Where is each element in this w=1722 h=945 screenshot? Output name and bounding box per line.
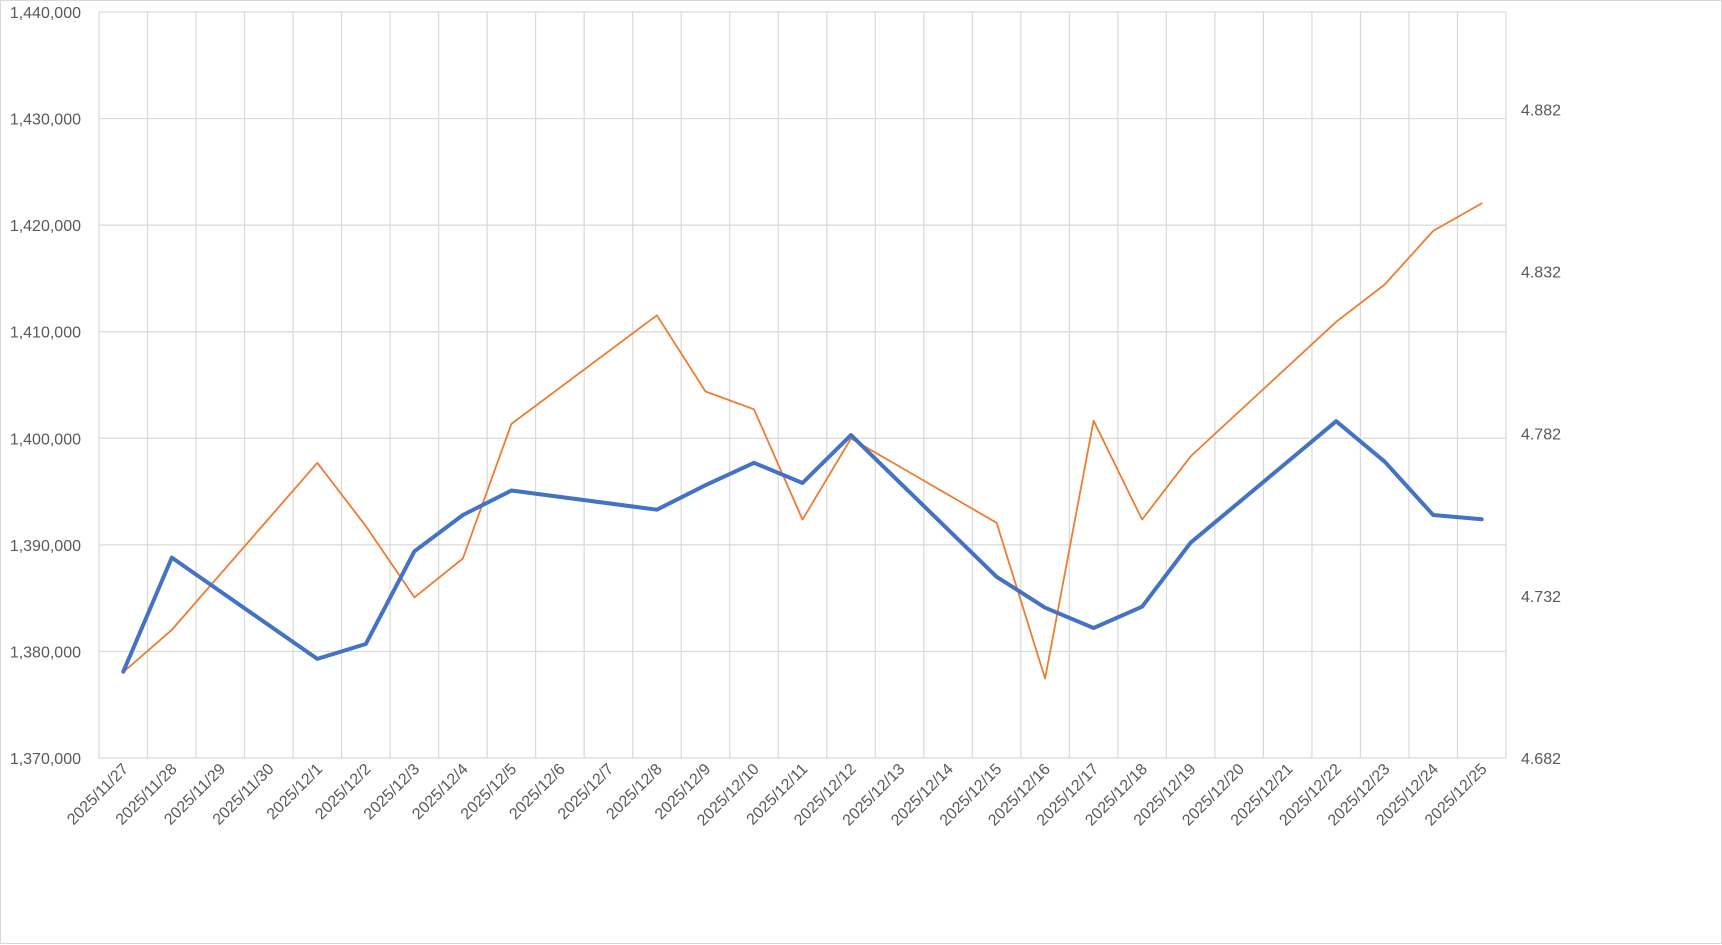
series-line-left-axis [123, 421, 1481, 672]
left-axis-tick-label: 1,440,000 [10, 5, 81, 22]
right-axis-tick-label: 4.782 [1521, 427, 1561, 444]
x-axis: 2025/11/272025/11/282025/11/292025/11/30… [64, 761, 1490, 830]
series-layer [123, 203, 1482, 678]
left-axis-tick-label: 1,370,000 [10, 751, 81, 768]
right-axis-tick-label: 4.732 [1521, 589, 1561, 606]
left-axis-tick-label: 1,380,000 [10, 644, 81, 661]
left-y-axis: 1,370,000 1,380,000 1,390,000 1,400,000 1,41… [10, 5, 81, 768]
left-axis-tick-label: 1,410,000 [10, 325, 81, 342]
right-y-axis: 4.682 4.732 4.782 4.832 4.882 [1521, 102, 1561, 768]
left-axis-tick-label: 1,430,000 [10, 112, 81, 129]
left-axis-tick-label: 1,390,000 [10, 538, 81, 555]
right-axis-tick-label: 4.832 [1521, 264, 1561, 281]
left-axis-tick-label: 1,420,000 [10, 218, 81, 235]
horizontal-gridlines [99, 12, 1506, 758]
series-line-right-axis [123, 203, 1481, 678]
vertical-gridlines [99, 12, 1506, 758]
left-axis-tick-label: 1,400,000 [10, 431, 81, 448]
right-axis-tick-label: 4.882 [1521, 102, 1561, 119]
right-axis-tick-label: 4.682 [1521, 751, 1561, 768]
